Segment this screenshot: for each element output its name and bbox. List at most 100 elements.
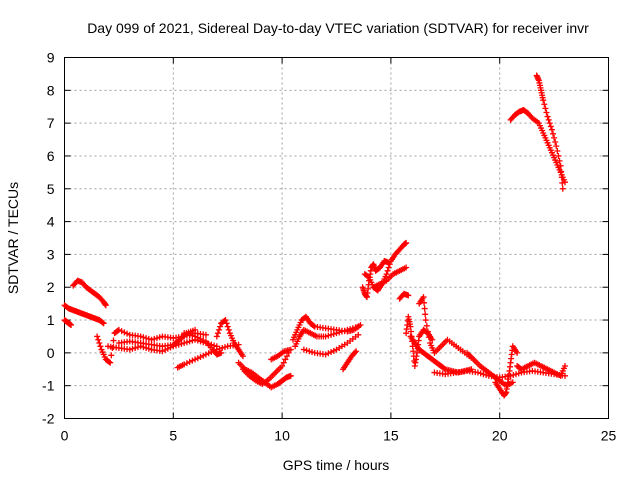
x-tick-label: 5: [169, 428, 177, 444]
data-point: [330, 330, 337, 337]
data-point: [325, 350, 332, 357]
data-point: [309, 349, 316, 356]
data-point: [474, 369, 481, 376]
x-tick-label: 20: [492, 428, 508, 444]
data-point: [365, 273, 372, 280]
data-point: [425, 334, 432, 341]
data-point: [561, 362, 568, 369]
data-point: [514, 349, 521, 356]
data-marks: [61, 72, 568, 399]
data-point: [239, 353, 246, 360]
data-point: [355, 331, 362, 338]
data-point: [145, 335, 152, 342]
data-point: [541, 101, 548, 108]
series-arc-a: [61, 302, 107, 327]
data-point: [545, 116, 552, 123]
series-arc-y: [464, 349, 516, 389]
y-tick-label: 4: [47, 214, 55, 230]
data-point: [480, 371, 487, 378]
data-point: [349, 325, 356, 332]
data-point: [197, 335, 204, 342]
data-point: [559, 180, 566, 187]
data-point: [403, 239, 410, 246]
data-point: [107, 359, 114, 366]
data-point: [330, 347, 337, 354]
data-point: [202, 331, 209, 338]
data-point: [306, 348, 313, 355]
data-point: [205, 350, 212, 357]
y-tick-label: 7: [47, 115, 55, 131]
data-point: [279, 362, 286, 369]
data-point: [420, 294, 427, 301]
data-point: [68, 321, 75, 328]
data-point: [540, 97, 547, 104]
x-tick-label: 25: [601, 428, 617, 444]
plot-frame: [64, 57, 609, 419]
data-point: [338, 328, 345, 335]
data-point: [422, 311, 429, 318]
data-point: [351, 349, 358, 356]
data-point: [151, 335, 158, 342]
series-arc-aa: [514, 359, 568, 379]
data-point: [194, 355, 201, 362]
y-axis-label: SDTVAR / TECUs: [5, 182, 21, 294]
series-arc-k: [239, 349, 292, 388]
data-point: [189, 357, 196, 364]
data-point: [341, 327, 348, 334]
data-point: [421, 305, 428, 312]
data-point: [224, 323, 231, 330]
data-point: [221, 344, 228, 351]
data-point: [225, 326, 232, 333]
data-point: [214, 330, 221, 337]
data-point: [310, 322, 317, 329]
data-point: [477, 370, 484, 377]
data-point: [96, 340, 103, 347]
data-point: [192, 326, 199, 333]
data-point: [353, 348, 360, 355]
y-tick-label: 1: [47, 312, 55, 328]
data-point: [200, 352, 207, 359]
data-point: [124, 330, 131, 337]
data-point: [99, 319, 106, 326]
data-point: [384, 267, 391, 274]
data-point: [183, 339, 190, 346]
data-point: [544, 113, 551, 120]
data-point: [322, 351, 329, 358]
data-point: [548, 126, 555, 133]
y-tick-label: 8: [47, 82, 55, 98]
data-point: [543, 109, 550, 116]
data-point: [97, 343, 104, 350]
data-point: [553, 143, 560, 150]
series-arc-l: [268, 346, 294, 363]
y-tick-label: 6: [47, 148, 55, 164]
data-point: [322, 333, 329, 340]
x-tick-label: 0: [61, 428, 69, 444]
series-arc-i: [213, 317, 246, 360]
data-point: [556, 157, 563, 164]
data-point: [192, 356, 199, 363]
data-point: [102, 302, 109, 309]
data-point: [140, 334, 147, 341]
data-point: [559, 185, 566, 192]
data-point: [561, 179, 568, 186]
data-point: [328, 331, 335, 338]
data-point: [222, 317, 229, 324]
data-point: [213, 333, 220, 340]
x-tick-label: 10: [274, 428, 290, 444]
y-tick-label: 0: [47, 345, 55, 361]
data-point: [441, 365, 448, 372]
data-point: [429, 336, 436, 343]
data-point: [121, 329, 128, 336]
data-point: [283, 353, 290, 360]
data-point: [333, 330, 340, 337]
data-point: [558, 168, 565, 175]
data-point: [551, 134, 558, 141]
data-point: [219, 344, 226, 351]
data-point: [181, 361, 188, 368]
data-point: [328, 349, 335, 356]
data-point: [143, 335, 150, 342]
y-tick-label: 9: [47, 50, 55, 66]
data-point: [94, 333, 101, 340]
data-point: [552, 139, 559, 146]
